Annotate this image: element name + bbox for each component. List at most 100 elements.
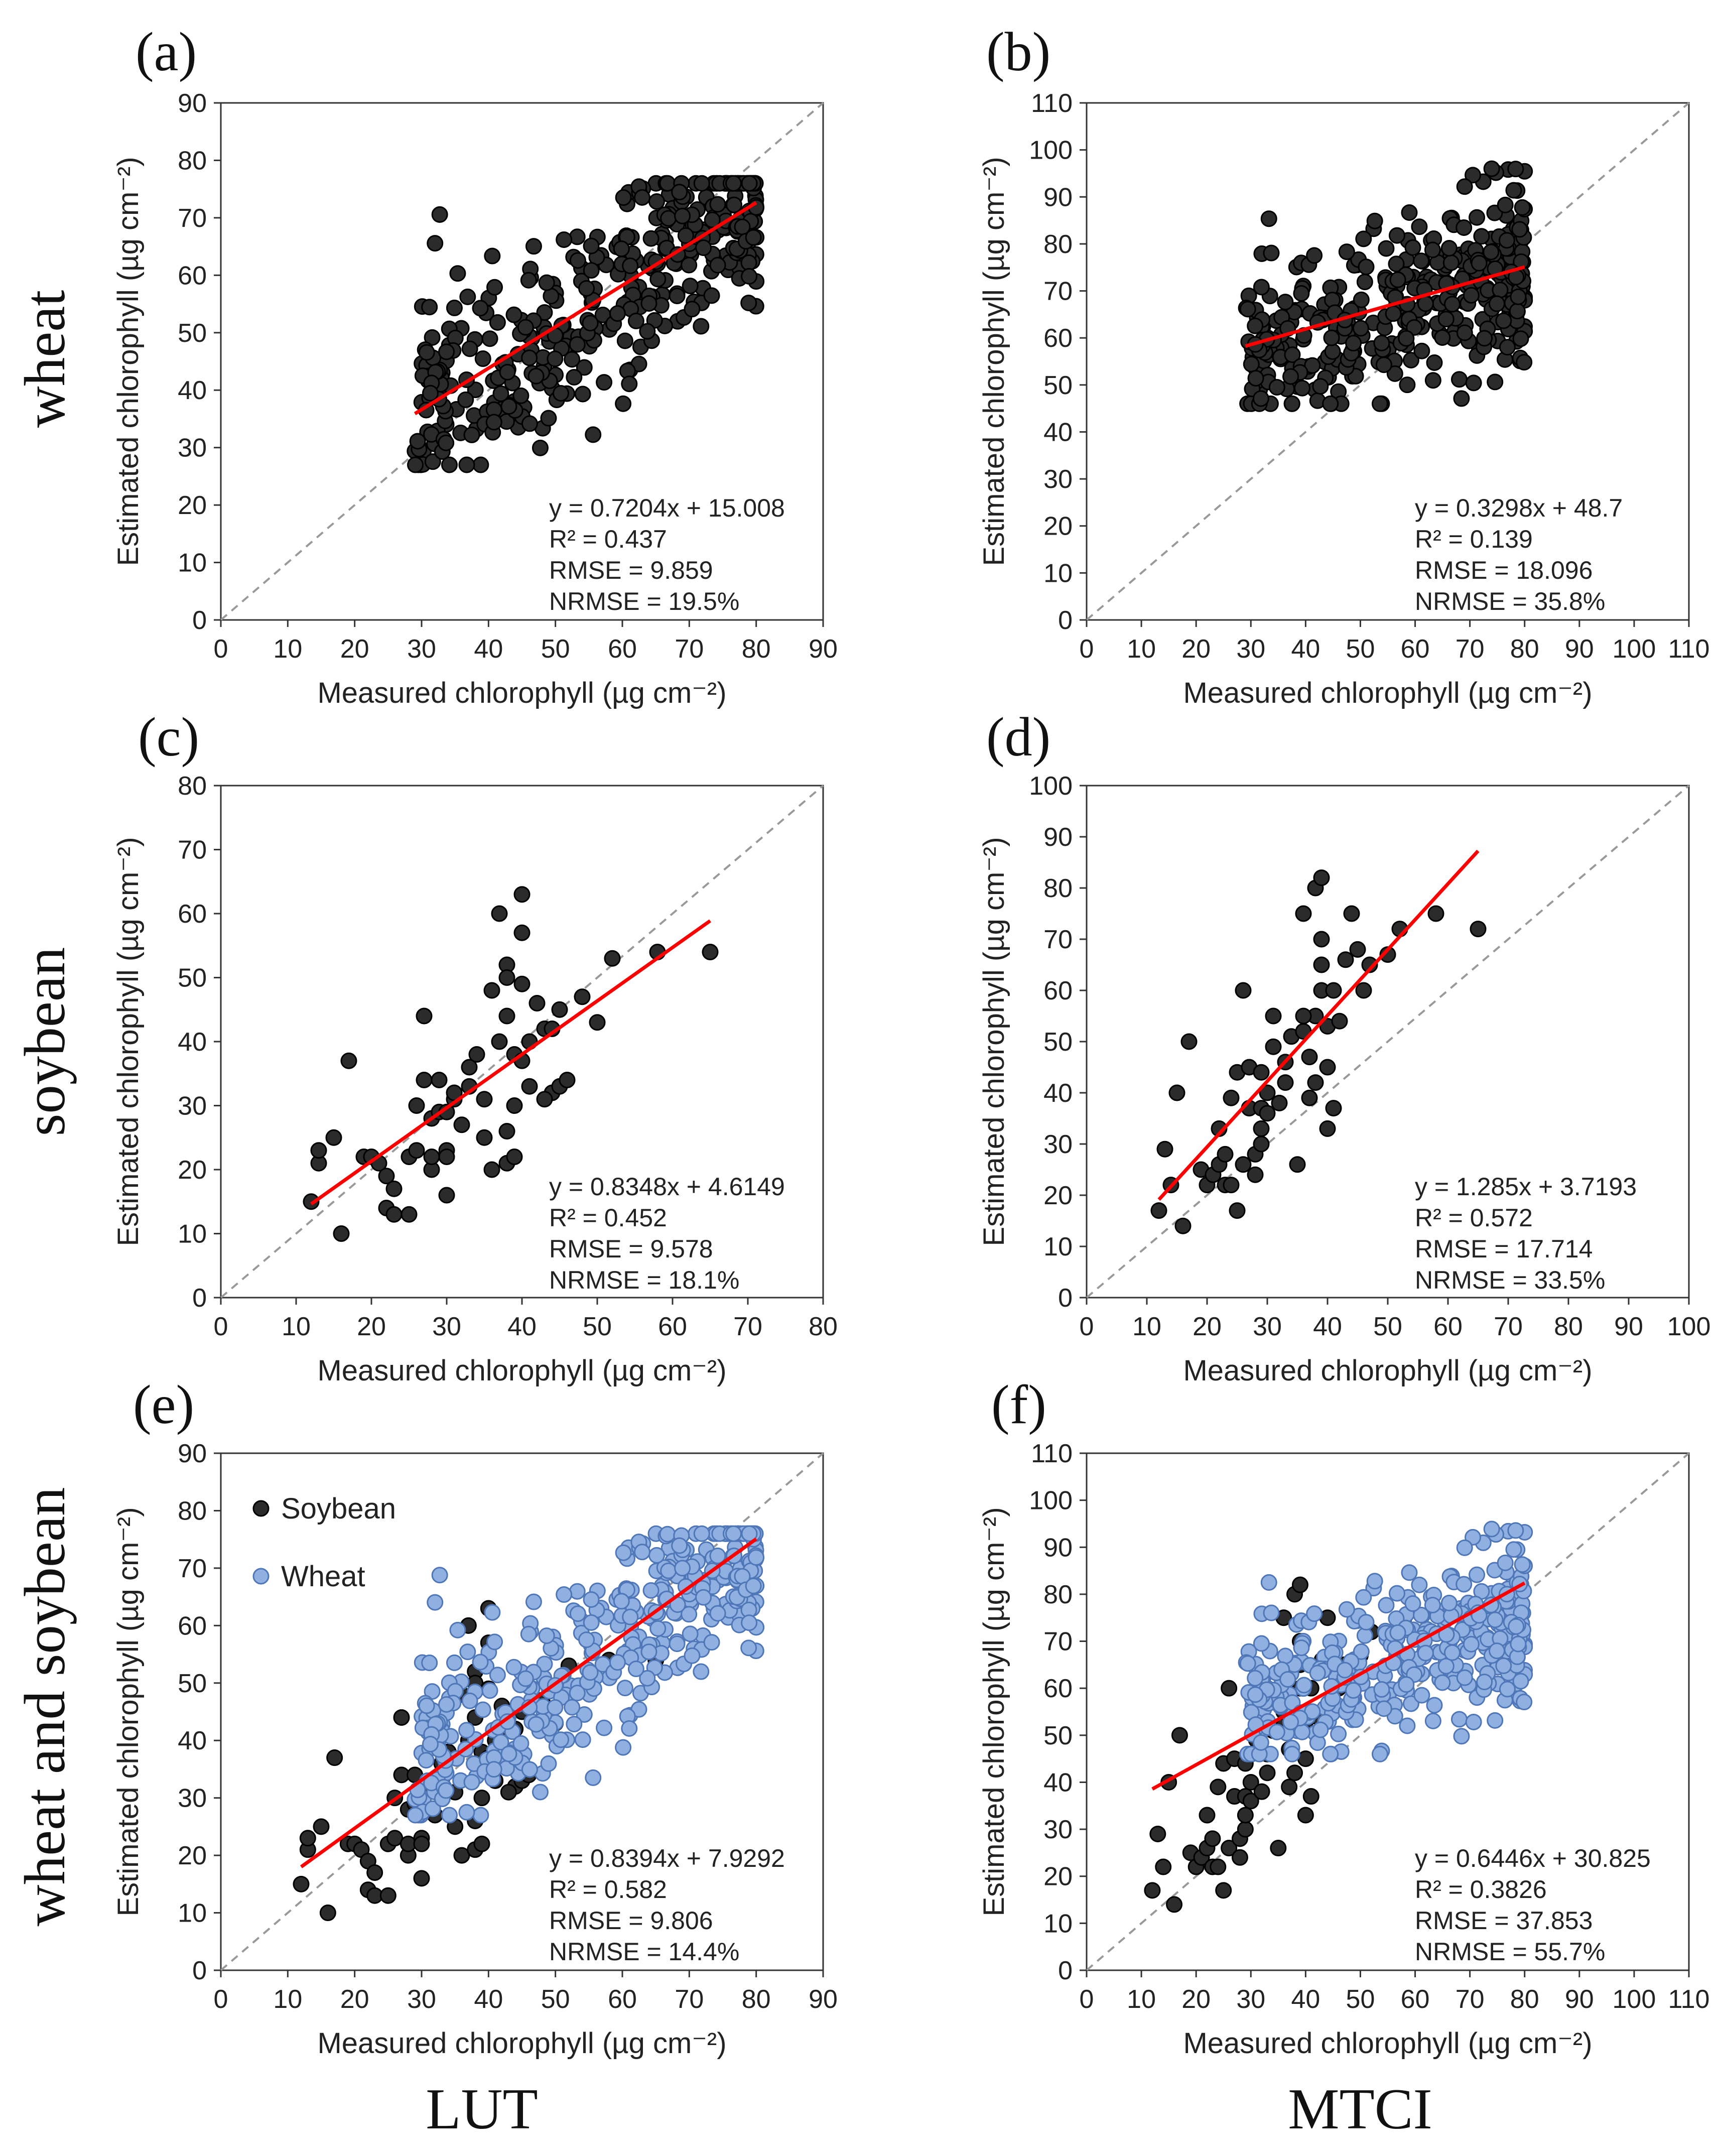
- wheat-point: [1294, 379, 1311, 397]
- wheat-point: [1388, 1585, 1405, 1602]
- wheat-point: [576, 1706, 593, 1723]
- wheat-point: [578, 280, 595, 297]
- wheat-point: [527, 367, 545, 385]
- y-tick-label: 110: [1031, 1439, 1073, 1468]
- soybean-point: [1295, 1007, 1312, 1025]
- soybean-point: [438, 1149, 455, 1165]
- wheat-point: [1469, 1566, 1486, 1583]
- soybean-point: [1235, 1156, 1252, 1173]
- wheat-point: [547, 350, 564, 367]
- x-tick-label: 20: [1193, 1312, 1222, 1341]
- x-tick-label: 110: [1668, 635, 1710, 664]
- wheat-point: [1471, 255, 1488, 272]
- x-tick-label: 50: [541, 635, 570, 664]
- wheat-point: [1322, 395, 1339, 412]
- wheat-point: [458, 1804, 475, 1821]
- wheat-point: [627, 1661, 644, 1678]
- wheat-point: [1453, 390, 1470, 407]
- soybean-point: [385, 1180, 403, 1197]
- y-tick-label: 10: [178, 1220, 207, 1249]
- soybean-point: [1149, 1825, 1166, 1842]
- wheat-point: [517, 1670, 534, 1687]
- wheat-point: [521, 1761, 538, 1778]
- wheat-point: [472, 300, 489, 317]
- x-tick-label: 20: [340, 635, 369, 664]
- panel-label-d: (d): [986, 706, 1050, 768]
- wheat-point: [671, 184, 688, 201]
- y-tick-label: 70: [1043, 277, 1073, 306]
- soybean-point: [1271, 1094, 1288, 1111]
- y-tick-label: 60: [178, 261, 207, 290]
- soybean-point: [513, 924, 531, 941]
- wheat-point: [463, 426, 480, 443]
- soybean-point: [1221, 1840, 1238, 1857]
- y-tick-label: 10: [178, 1899, 207, 1928]
- wheat-point: [1456, 178, 1473, 195]
- soybean-point: [1168, 1084, 1185, 1101]
- wheat-point: [740, 1639, 757, 1657]
- y-tick-label: 0: [192, 1284, 207, 1313]
- wheat-point: [1247, 369, 1264, 387]
- wheat-point: [1516, 354, 1533, 371]
- identity-line: [1086, 785, 1690, 1299]
- x-tick-label: 70: [1456, 1985, 1485, 2014]
- wheat-point: [536, 1656, 553, 1673]
- wheat-point: [622, 1608, 639, 1625]
- x-tick-label: 50: [583, 1312, 612, 1341]
- wheat-point: [1323, 329, 1340, 346]
- wheat-point: [1373, 1681, 1390, 1698]
- stats-annotation-line: R² = 0.139: [1415, 525, 1533, 553]
- y-tick-label: 90: [178, 89, 207, 118]
- x-tick-label: 30: [407, 1985, 436, 2014]
- x-axis-title: Measured chlorophyll (µg cm⁻²): [1183, 677, 1592, 709]
- soybean-point: [1313, 931, 1330, 948]
- x-axis-title: Measured chlorophyll (µg cm⁻²): [1183, 1354, 1592, 1387]
- legend-label: Wheat: [281, 1560, 365, 1593]
- soybean-point: [491, 905, 508, 922]
- wheat-point: [424, 453, 441, 470]
- x-tick-label: 60: [658, 1312, 687, 1341]
- soybean-point: [1319, 1120, 1336, 1137]
- soybean-point: [513, 975, 531, 992]
- wheat-point: [481, 330, 498, 347]
- wheat-point: [424, 329, 441, 346]
- stats-annotation-line: RMSE = 37.853: [1415, 1907, 1593, 1935]
- wheat-point: [615, 1739, 632, 1756]
- y-tick-label: 0: [1058, 606, 1073, 635]
- wheat-point: [422, 385, 439, 402]
- wheat-point: [621, 375, 638, 393]
- regression-line: [300, 1537, 757, 1868]
- wheat-point: [1279, 1671, 1296, 1688]
- x-axis-title: Measured chlorophyll (µg cm⁻²): [1183, 2027, 1592, 2060]
- wheat-point: [1411, 218, 1428, 235]
- wheat-point: [449, 265, 466, 282]
- wheat-point: [633, 1544, 650, 1561]
- wheat-point: [1263, 244, 1280, 262]
- wheat-point: [520, 272, 537, 289]
- soybean-point: [1289, 1156, 1306, 1173]
- wheat-point: [1306, 1605, 1323, 1622]
- soybean-point: [1325, 1100, 1342, 1117]
- wheat-point: [1371, 395, 1388, 412]
- x-tick-label: 30: [432, 1312, 461, 1341]
- wheat-point: [1304, 357, 1321, 374]
- wheat-point: [1406, 319, 1423, 336]
- wheat-point: [574, 386, 591, 403]
- wheat-point: [564, 1699, 581, 1716]
- wheat-point: [532, 439, 549, 456]
- wheat-point: [1284, 346, 1301, 363]
- soybean-point: [1223, 1089, 1240, 1106]
- wheat-point: [576, 359, 593, 376]
- stats-annotation-line: RMSE = 9.859: [549, 556, 713, 584]
- wheat-point: [438, 1782, 455, 1799]
- wheat-point: [1499, 1681, 1516, 1698]
- x-tick-label: 60: [1401, 1985, 1430, 2014]
- wheat-point: [1353, 291, 1370, 308]
- wheat-point: [446, 299, 463, 316]
- stats-annotation-line: NRMSE = 14.4%: [549, 1938, 739, 1966]
- soybean-point: [521, 1078, 538, 1095]
- soybean-point: [1231, 1849, 1248, 1866]
- wheat-point: [682, 278, 699, 295]
- x-tick-label: 20: [1181, 635, 1211, 664]
- wheat-point: [1353, 1643, 1370, 1660]
